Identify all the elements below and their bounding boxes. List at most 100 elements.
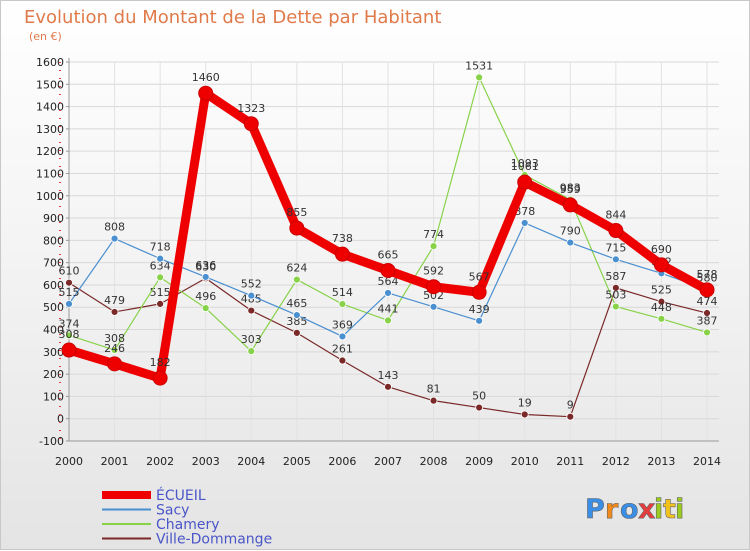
data-label: 610 bbox=[59, 265, 80, 278]
data-label: 718 bbox=[150, 241, 171, 254]
y-tick-label: 900 bbox=[43, 212, 64, 225]
data-point bbox=[334, 246, 350, 262]
data-label: 479 bbox=[104, 294, 125, 307]
data-label: 587 bbox=[605, 270, 626, 283]
y-tick-label: 1000 bbox=[36, 190, 64, 203]
data-label: 878 bbox=[514, 205, 535, 218]
data-label: 496 bbox=[195, 290, 216, 303]
y-tick-label: 1400 bbox=[36, 101, 64, 114]
x-tick-label: 2000 bbox=[55, 455, 83, 468]
data-label: 630 bbox=[195, 260, 216, 273]
data-point bbox=[247, 347, 256, 356]
data-point bbox=[243, 116, 259, 132]
data-label: 474 bbox=[697, 295, 718, 308]
data-label: 303 bbox=[241, 333, 262, 346]
data-point bbox=[429, 396, 438, 405]
logo-letter: x bbox=[638, 494, 655, 525]
data-label: 855 bbox=[286, 206, 307, 219]
data-label: 1460 bbox=[192, 71, 220, 84]
data-point bbox=[566, 238, 575, 247]
y-tick-label: 1100 bbox=[36, 167, 64, 180]
data-point bbox=[61, 342, 77, 358]
data-label: 514 bbox=[332, 286, 353, 299]
data-label: 182 bbox=[150, 356, 171, 369]
data-point bbox=[611, 255, 620, 264]
data-label: 634 bbox=[150, 259, 171, 272]
x-tick-label: 2008 bbox=[420, 455, 448, 468]
y-tick-label: 700 bbox=[43, 257, 64, 270]
data-point bbox=[384, 289, 392, 297]
data-point bbox=[156, 299, 165, 308]
data-point bbox=[475, 73, 484, 82]
data-label: 515 bbox=[59, 286, 80, 299]
data-label: 448 bbox=[651, 301, 672, 314]
x-tick-label: 2007 bbox=[374, 455, 402, 468]
y-tick-label: 100 bbox=[43, 390, 64, 403]
data-point bbox=[429, 302, 438, 311]
series-2: 3743086344963036245144417741531109398350… bbox=[59, 59, 718, 356]
logo-letter: i bbox=[654, 494, 663, 525]
y-tick-label: 600 bbox=[43, 279, 64, 292]
data-label: 564 bbox=[378, 275, 399, 288]
x-tick-label: 2013 bbox=[647, 455, 675, 468]
data-point bbox=[201, 273, 210, 281]
data-label: 983 bbox=[560, 182, 581, 195]
data-point bbox=[247, 291, 256, 300]
data-label: 308 bbox=[104, 332, 125, 345]
data-label: 81 bbox=[427, 383, 441, 396]
data-label: 690 bbox=[651, 243, 672, 256]
data-point bbox=[611, 302, 620, 311]
data-point bbox=[657, 297, 666, 306]
data-point bbox=[292, 275, 301, 284]
logo-letter: P bbox=[585, 494, 605, 525]
data-label: 387 bbox=[697, 314, 718, 327]
x-tick-label: 2001 bbox=[101, 455, 129, 468]
data-point bbox=[384, 382, 392, 391]
data-label: 738 bbox=[332, 232, 353, 245]
data-point bbox=[517, 174, 533, 190]
y-tick-label: 200 bbox=[43, 368, 64, 381]
y-tick-label: 1600 bbox=[36, 56, 64, 69]
data-point bbox=[699, 282, 715, 298]
data-label: 844 bbox=[605, 209, 626, 222]
data-point bbox=[703, 328, 711, 337]
chart-title: Evolution du Montant de la Dette par Hab… bbox=[24, 7, 441, 28]
data-point bbox=[338, 332, 347, 341]
data-label: 636 bbox=[195, 259, 216, 272]
data-point bbox=[703, 309, 711, 317]
data-label: 1323 bbox=[237, 102, 265, 115]
data-point bbox=[384, 316, 392, 325]
legend-label: ÉCUEIL bbox=[156, 487, 206, 504]
data-point bbox=[338, 300, 347, 309]
data-point bbox=[110, 308, 119, 316]
logo-letter: o bbox=[620, 494, 639, 525]
data-point bbox=[429, 242, 438, 251]
data-point bbox=[520, 219, 529, 227]
chart-series: 6104795156304853852611438150199587525474… bbox=[59, 59, 718, 421]
x-tick-label: 2012 bbox=[602, 455, 630, 468]
data-point bbox=[292, 311, 301, 319]
data-label: 774 bbox=[423, 228, 444, 241]
data-label: 503 bbox=[605, 289, 626, 302]
data-point bbox=[292, 328, 301, 337]
data-point bbox=[653, 257, 669, 273]
data-label: 715 bbox=[605, 241, 626, 254]
data-point bbox=[65, 278, 73, 287]
y-tick-label: 1500 bbox=[36, 78, 64, 91]
data-point bbox=[201, 304, 210, 313]
data-point bbox=[289, 220, 305, 236]
data-label: 959 bbox=[560, 183, 581, 196]
data-label: 580 bbox=[697, 271, 718, 284]
data-point bbox=[471, 284, 487, 300]
data-label: 1531 bbox=[465, 59, 493, 72]
data-point bbox=[110, 234, 119, 243]
x-tick-label: 2004 bbox=[237, 455, 265, 468]
y-tick-label: 800 bbox=[43, 234, 64, 247]
y-tick-label: 300 bbox=[43, 346, 64, 359]
data-label: 665 bbox=[378, 248, 399, 261]
data-label: 261 bbox=[332, 343, 353, 356]
